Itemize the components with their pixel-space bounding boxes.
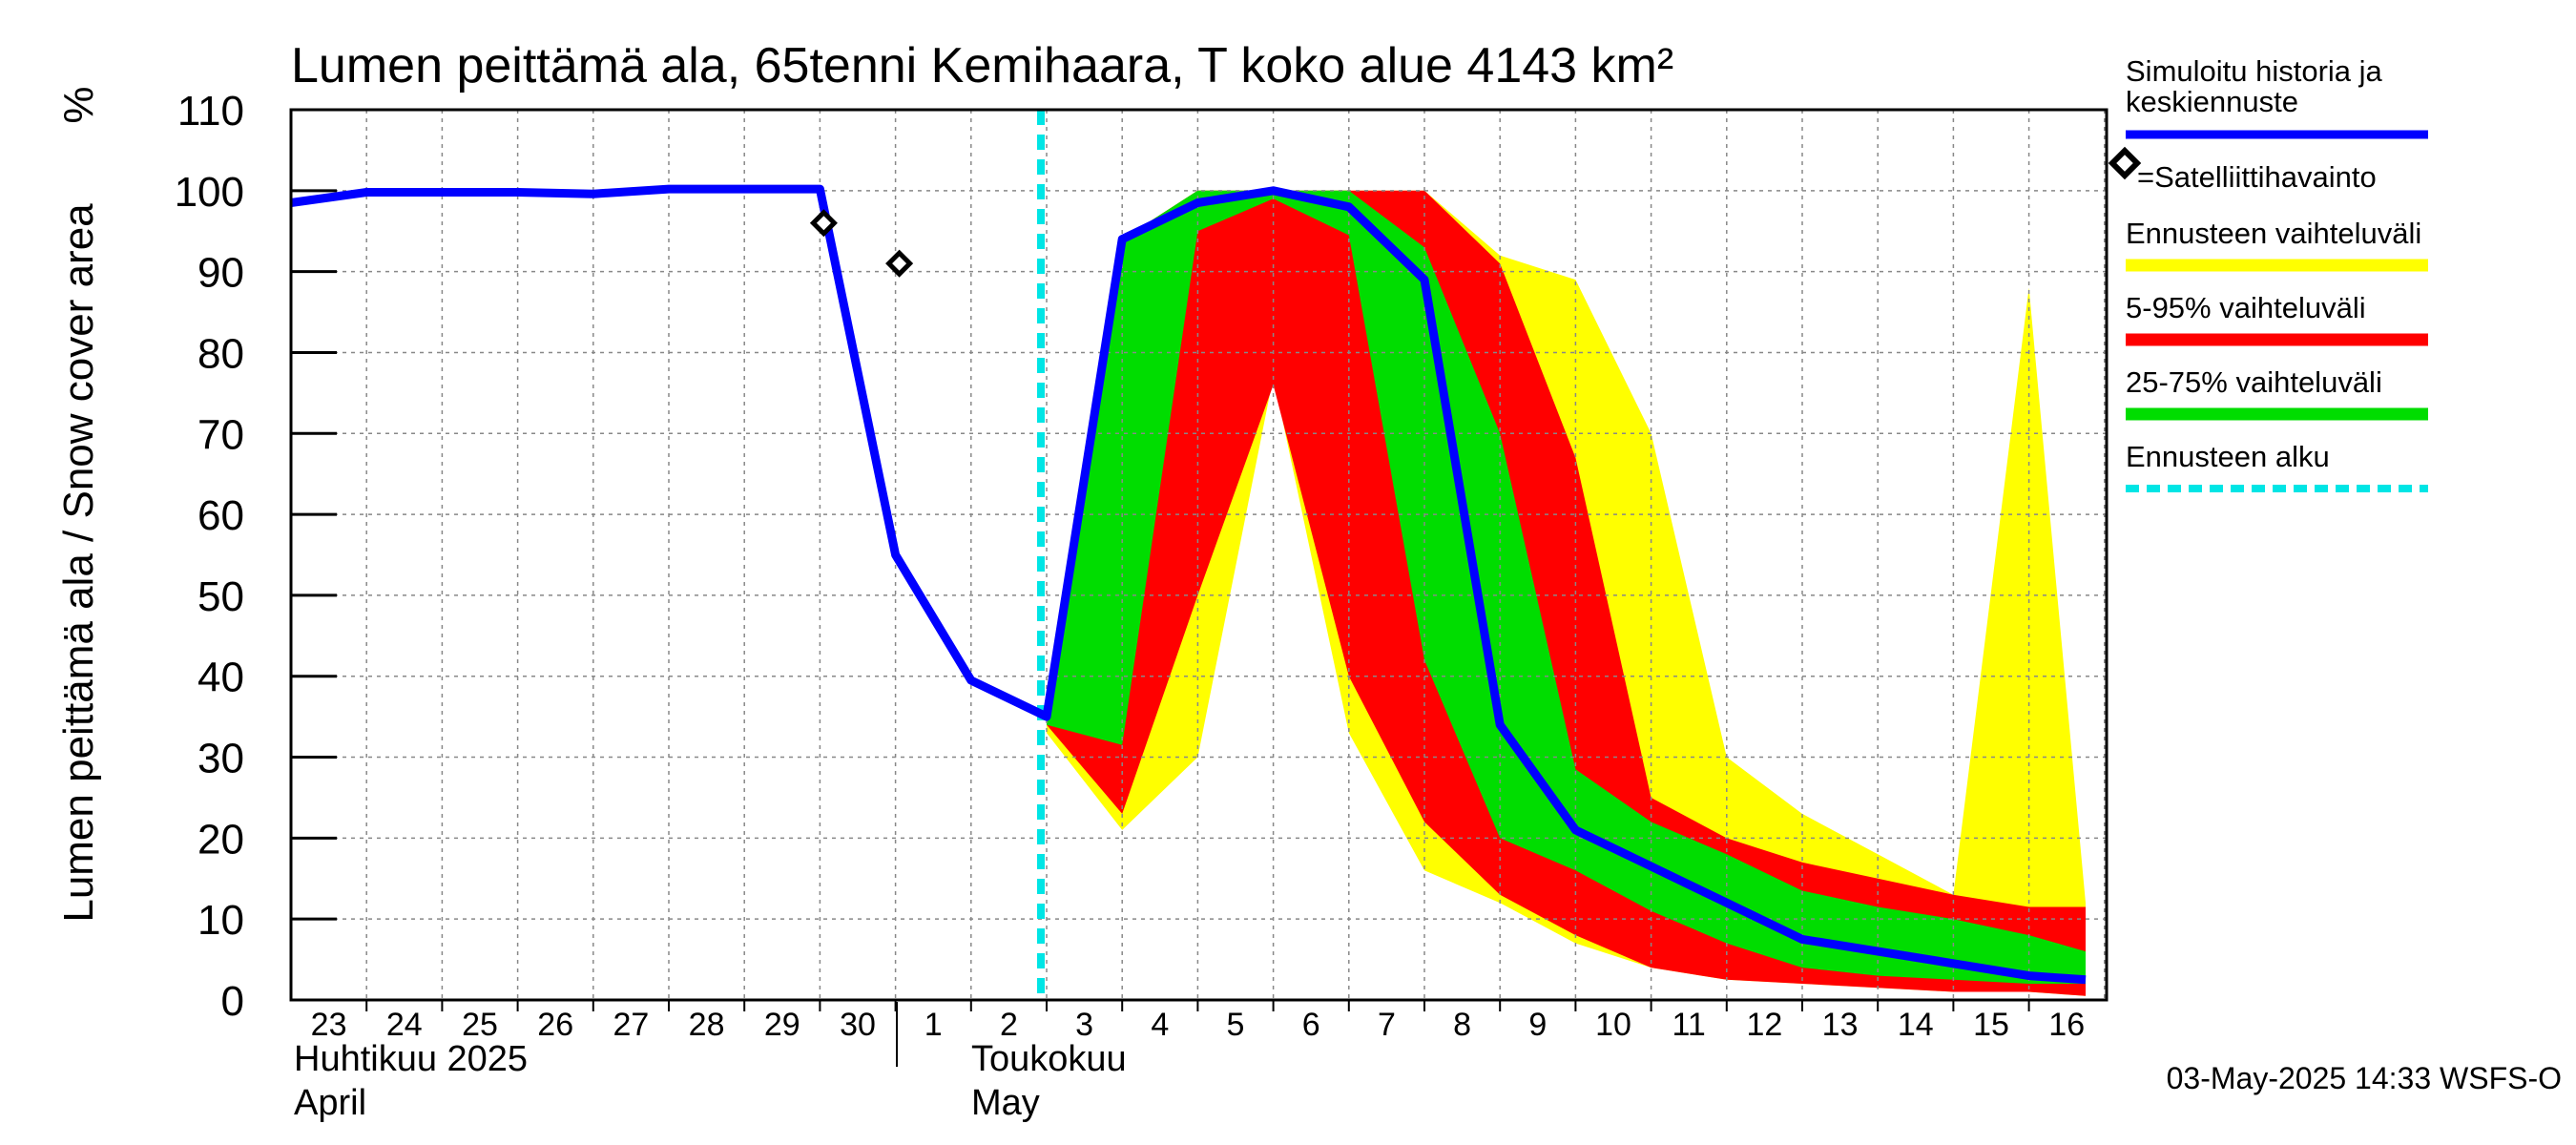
y-tick-label: 60 [197,492,244,539]
y-tick-label: 90 [197,250,244,297]
x-day-label: 24 [386,1007,423,1043]
band-2 [1047,190,2086,985]
y-tick-label: 70 [197,411,244,458]
grid-lines [291,109,2107,1001]
y-tick-label: 10 [197,897,244,944]
median-line [290,184,2087,985]
y-tick-label: 20 [197,816,244,863]
x-day-label: 26 [537,1007,573,1043]
x-day-label: 8 [1453,1007,1471,1043]
x-day-label: 15 [1973,1007,2009,1043]
y-tick-label: 100 [175,169,244,216]
x-day-label: 23 [311,1007,347,1043]
y-tick-label: 80 [197,330,244,377]
month-label-may-fi: Toukokuu [971,1039,1127,1079]
y-tick-label: 0 [221,978,244,1025]
y-tick-label: 50 [197,573,244,620]
month-label-may-en: May [971,1083,1040,1123]
x-day-label: 2 [1000,1007,1018,1043]
x-day-label: 9 [1528,1007,1547,1043]
x-day-label: 28 [689,1007,725,1043]
y-axis-unit: % [55,86,102,123]
legend-range-label: Ennusteen vaihteluväli [2126,217,2421,250]
x-day-label: 12 [1746,1007,1782,1043]
satellite-marker [885,249,914,278]
x-axis-ticks: 23 24 25 26 27 28 29 30 1 2 3 4 5 6 7 8 9 10 11 12 13 14 15 16 [311,1000,2085,1043]
y-axis-ticks: 0 10 20 30 40 50 60 70 80 90 100 110 [175,88,337,1025]
median-series [290,184,2087,985]
legend-2575-label: 25-75% vaihteluväli [2126,365,2382,399]
x-day-label: 29 [764,1007,800,1043]
x-day-label: 30 [840,1007,876,1043]
legend-satellite-label: =Satelliittihavainto [2137,160,2377,194]
satellite-marker [809,209,838,238]
x-day-label: 3 [1075,1007,1093,1043]
legend-diamond-icon [2108,146,2142,180]
x-day-label: 13 [1822,1007,1859,1043]
x-day-label: 27 [613,1007,649,1043]
x-day-label: 7 [1378,1007,1396,1043]
legend-595-label: 5-95% vaihteluväli [2126,291,2366,324]
y-tick-label: 110 [177,88,244,135]
chart-title: Lumen peittämä ala, 65tenni Kemihaara, T… [291,38,1673,94]
x-day-label: 5 [1227,1007,1245,1043]
month-label-april-en: April [294,1083,366,1123]
legend-median-label-1: Simuloitu historia ja [2126,54,2383,88]
legend-forecast-start-label: Ennusteen alku [2126,440,2330,473]
x-day-label: 10 [1595,1007,1631,1043]
band-1 [1047,190,2086,996]
legend-median-label-2: keskiennuste [2126,85,2298,118]
legend: Simuloitu historia ja keskiennuste =Sate… [2108,54,2428,492]
x-day-label: 4 [1151,1007,1169,1043]
x-day-label: 1 [924,1007,943,1043]
month-label-april-fi: Huhtikuu 2025 [294,1039,528,1079]
x-day-label: 11 [1672,1007,1706,1043]
plot-frame [289,108,2109,1002]
x-day-label: 25 [462,1007,498,1043]
y-tick-label: 30 [197,736,244,782]
footer-timestamp: 03-May-2025 14:33 WSFS-O [2167,1061,2562,1095]
satellite-observations [809,209,914,278]
y-axis-label: Lumen peittämä ala / Snow cover area [55,203,102,923]
x-day-label: 14 [1898,1007,1934,1043]
x-day-label: 6 [1302,1007,1320,1043]
x-day-label: 16 [2048,1007,2085,1043]
y-tick-label: 40 [197,655,244,701]
forecast-bands [1047,190,2086,996]
